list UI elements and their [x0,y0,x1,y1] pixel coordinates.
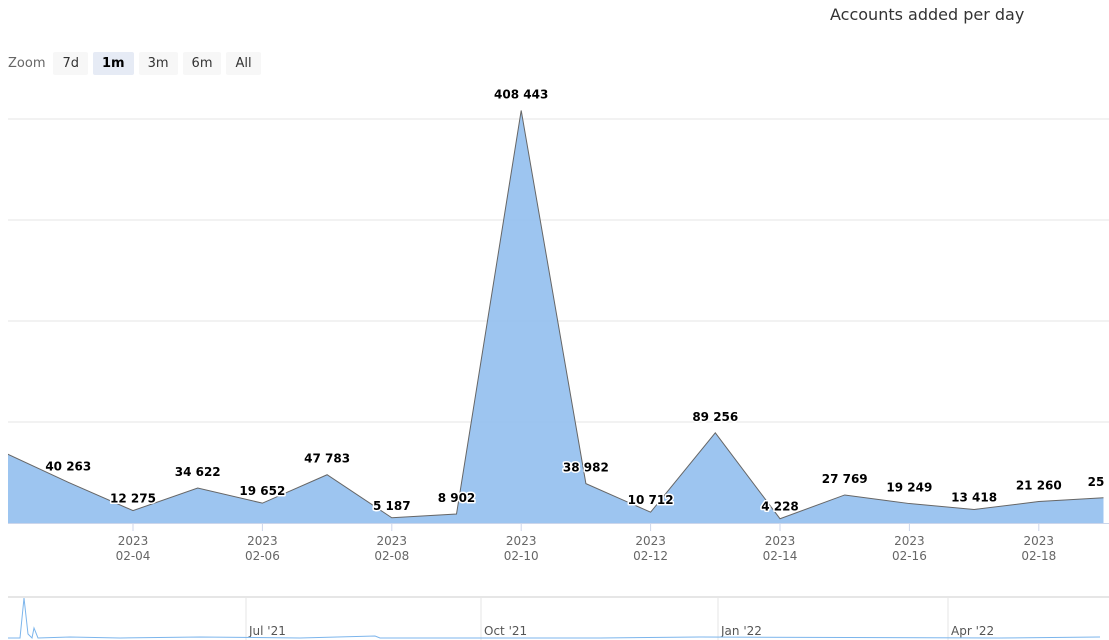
x-tick-date: 02-16 [892,549,927,563]
x-tick-year: 2023 [506,534,537,548]
data-label: 10 712 [628,493,674,507]
navigator-series-line [8,597,1101,640]
x-tick-date: 02-08 [374,549,409,563]
data-label: 19 652 [239,484,285,498]
x-tick-date: 02-10 [504,549,539,563]
series-area [8,110,1104,523]
navigator-area [8,597,1109,640]
navigator-label: Apr '22 [951,624,994,638]
x-tick-date: 02-18 [1021,549,1056,563]
data-label: 38 982 [563,461,609,475]
zoom-selector: Zoom 7d 1m 3m 6m All [8,52,261,75]
data-label: 4 228 [761,500,799,514]
data-label: 34 622 [175,465,221,479]
navigator-label: Oct '21 [484,624,527,638]
data-label: 19 249 [886,481,932,495]
zoom-label: Zoom [8,56,46,71]
zoom-6m-button[interactable]: 6m [182,52,222,75]
navigator-label: Jan '22 [720,624,762,638]
x-tick-year: 2023 [894,534,925,548]
data-label: 47 783 [304,452,350,466]
navigator-label: Jul '21 [248,624,286,638]
x-tick-date: 02-04 [116,549,151,563]
series-line [8,110,1104,520]
zoom-3m-button[interactable]: 3m [138,52,178,75]
x-tick-year: 2023 [635,534,666,548]
x-tick-year: 2023 [1024,534,1055,548]
data-label: 21 260 [1016,479,1062,493]
data-label: 8 902 [438,491,476,505]
zoom-1m-button[interactable]: 1m [93,52,134,75]
data-label: 89 256 [692,410,738,424]
x-tick-year: 2023 [377,534,408,548]
data-label: 27 769 [822,472,868,486]
zoom-all-button[interactable]: All [226,52,261,75]
x-tick-date: 02-12 [633,549,668,563]
x-tick-date: 02-06 [245,549,280,563]
data-label: 25 [1088,475,1105,489]
x-tick-year: 2023 [247,534,278,548]
x-tick-year: 2023 [118,534,149,548]
data-label: 13 418 [951,490,997,504]
data-label: 12 275 [110,492,156,506]
data-label: 5 187 [373,499,411,513]
zoom-7d-button[interactable]: 7d [53,52,89,75]
x-tick-date: 02-14 [763,549,798,563]
data-label: 40 263 [45,459,91,473]
data-label: 408 443 [494,87,548,101]
x-tick-year: 2023 [765,534,796,548]
chart-title: Accounts added per day [830,5,1025,24]
